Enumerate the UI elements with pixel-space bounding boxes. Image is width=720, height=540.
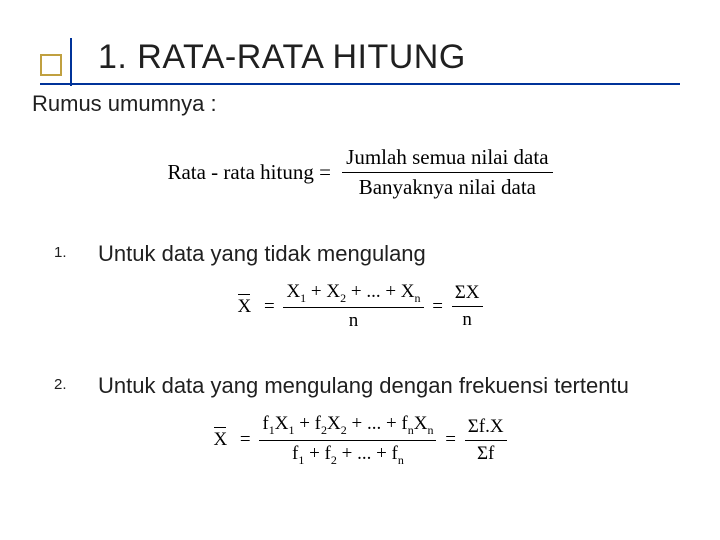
formula-2-frac-b: Σf.X Σf <box>465 416 507 465</box>
subtitle-text: Rumus umumnya : <box>32 91 720 117</box>
main-formula-numerator: Jumlah semua nilai data <box>342 145 552 172</box>
title-bullet-square <box>40 54 62 76</box>
xbar-symbol-1: X <box>237 296 251 318</box>
list-item-2: 2. Untuk data yang mengulang dengan frek… <box>54 372 690 401</box>
list-number-2: 2. <box>54 372 98 393</box>
list-text-1: Untuk data yang tidak mengulang <box>98 240 426 269</box>
main-formula: Rata - rata hitung = Jumlah semua nilai … <box>0 145 720 200</box>
title-block: 1. RATA-RATA HITUNG <box>0 0 720 85</box>
formula-1: X = X1 + X2 + ... + Xn n = ΣX n <box>0 281 720 333</box>
formula-2: X = f1X1 + f2X2 + ... + fnXn f1 + f2 + .… <box>0 413 720 468</box>
formula-2-frac-a: f1X1 + f2X2 + ... + fnXn f1 + f2 + ... +… <box>259 413 436 468</box>
main-formula-denominator: Banyaknya nilai data <box>342 172 552 200</box>
xbar-symbol-2: X <box>213 429 227 451</box>
main-formula-fraction: Jumlah semua nilai data Banyaknya nilai … <box>342 145 552 200</box>
list-number-1: 1. <box>54 240 98 261</box>
formula-1-frac-b: ΣX n <box>452 282 483 331</box>
slide-title: 1. RATA-RATA HITUNG <box>40 38 680 85</box>
main-formula-lhs: Rata - rata hitung <box>167 160 313 184</box>
list-text-2: Untuk data yang mengulang dengan frekuen… <box>98 372 629 401</box>
formula-1-frac-a: X1 + X2 + ... + Xn n <box>283 281 423 333</box>
title-vertical-rule <box>70 38 72 86</box>
list-item-1: 1. Untuk data yang tidak mengulang <box>54 240 690 269</box>
